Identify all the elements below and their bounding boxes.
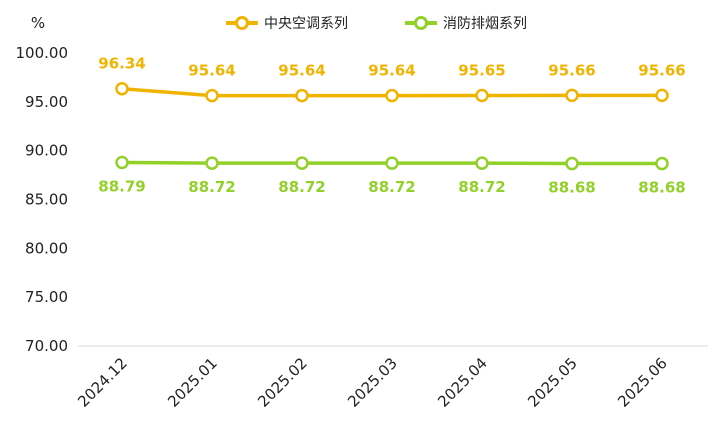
y-tick-label: 70.00 <box>25 337 68 355</box>
y-tick-label: 100.00 <box>16 44 69 62</box>
data-label: 88.68 <box>638 179 685 197</box>
data-point <box>295 156 309 170</box>
y-tick-label: 80.00 <box>25 239 68 257</box>
data-label: 88.79 <box>98 177 145 195</box>
x-tick-label: 2025.05 <box>524 354 581 411</box>
data-label: 96.34 <box>98 55 145 73</box>
legend-marker <box>414 16 428 30</box>
x-tick-label: 2025.04 <box>434 354 491 411</box>
data-label: 95.64 <box>368 62 415 80</box>
data-point <box>655 88 669 103</box>
data-label: 88.72 <box>278 178 325 196</box>
data-point <box>115 155 129 170</box>
series-group: 96.34 95.64 95.64 95.64 95.65 95.66 95.66 88.79… <box>98 55 685 197</box>
data-point <box>205 156 219 170</box>
data-point <box>295 88 309 103</box>
x-tick-label: 2025.01 <box>164 354 221 411</box>
data-point <box>475 88 489 103</box>
data-label: 95.66 <box>638 61 685 79</box>
data-point <box>385 156 399 170</box>
legend-marker <box>235 16 249 30</box>
data-label: 88.72 <box>368 178 415 196</box>
legend-label: 中央空调系列 <box>264 16 348 32</box>
data-label: 95.66 <box>548 61 595 79</box>
legend: 中央空调系列 消防排烟系列 <box>226 16 527 32</box>
x-tick-label: 2025.03 <box>344 354 401 411</box>
data-point <box>385 88 399 103</box>
data-label: 88.72 <box>458 178 505 196</box>
data-label: 95.65 <box>458 61 505 79</box>
data-point <box>115 81 129 96</box>
data-label: 88.72 <box>188 178 235 196</box>
data-point <box>205 88 219 103</box>
y-tick-label: 85.00 <box>25 191 68 209</box>
data-label: 95.64 <box>278 62 325 80</box>
data-label: 88.68 <box>548 179 595 197</box>
x-axis-ticks: 2024.12 2025.01 2025.02 2025.03 2025.04 2025.… <box>74 354 671 411</box>
legend-label: 消防排烟系列 <box>443 16 527 32</box>
data-point <box>475 156 489 170</box>
y-tick-label: 90.00 <box>25 142 68 160</box>
y-unit-label: % <box>31 14 45 32</box>
y-tick-label: 75.00 <box>25 288 68 306</box>
data-point <box>565 156 579 171</box>
data-label: 95.64 <box>188 62 235 80</box>
y-tick-label: 95.00 <box>25 93 68 111</box>
x-tick-label: 2025.06 <box>614 354 671 411</box>
x-tick-label: 2024.12 <box>74 354 131 411</box>
x-tick-label: 2025.02 <box>254 354 311 411</box>
data-point <box>655 156 669 171</box>
data-point <box>565 88 579 103</box>
y-axis-ticks: 70.00 75.00 80.00 85.00 90.00 95.00 100.00 <box>16 44 69 355</box>
